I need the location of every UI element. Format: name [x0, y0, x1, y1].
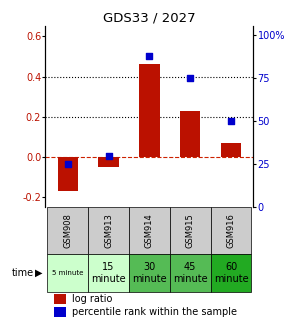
Bar: [54, 294, 66, 304]
Bar: [211, 254, 251, 292]
Point: [106, 153, 111, 158]
Text: ▶: ▶: [35, 268, 42, 278]
Point: [188, 75, 193, 80]
Bar: [180, 111, 200, 157]
Bar: [47, 254, 88, 292]
Point: [229, 118, 233, 124]
Text: GSM913: GSM913: [104, 213, 113, 248]
Title: GDS33 / 2027: GDS33 / 2027: [103, 12, 196, 25]
Text: 15
minute: 15 minute: [91, 262, 126, 284]
Bar: [170, 207, 211, 254]
Point: [66, 162, 70, 167]
Text: 5 minute: 5 minute: [52, 270, 84, 276]
Text: 60
minute: 60 minute: [214, 262, 248, 284]
Bar: [47, 207, 88, 254]
Text: GSM915: GSM915: [186, 214, 195, 248]
Bar: [129, 207, 170, 254]
Point: [147, 53, 152, 58]
Bar: [88, 254, 129, 292]
Bar: [139, 64, 160, 157]
Text: 30
minute: 30 minute: [132, 262, 167, 284]
Text: log ratio: log ratio: [72, 294, 113, 304]
Bar: [98, 157, 119, 167]
Bar: [58, 157, 78, 191]
Text: 45
minute: 45 minute: [173, 262, 207, 284]
Text: GSM908: GSM908: [63, 213, 72, 248]
Bar: [221, 143, 241, 157]
Bar: [88, 207, 129, 254]
Text: time: time: [11, 268, 34, 278]
Bar: [211, 207, 251, 254]
Text: percentile rank within the sample: percentile rank within the sample: [72, 307, 237, 317]
Text: GSM914: GSM914: [145, 214, 154, 248]
Bar: [129, 254, 170, 292]
Bar: [54, 307, 66, 317]
Bar: [170, 254, 211, 292]
Text: GSM916: GSM916: [226, 213, 236, 248]
